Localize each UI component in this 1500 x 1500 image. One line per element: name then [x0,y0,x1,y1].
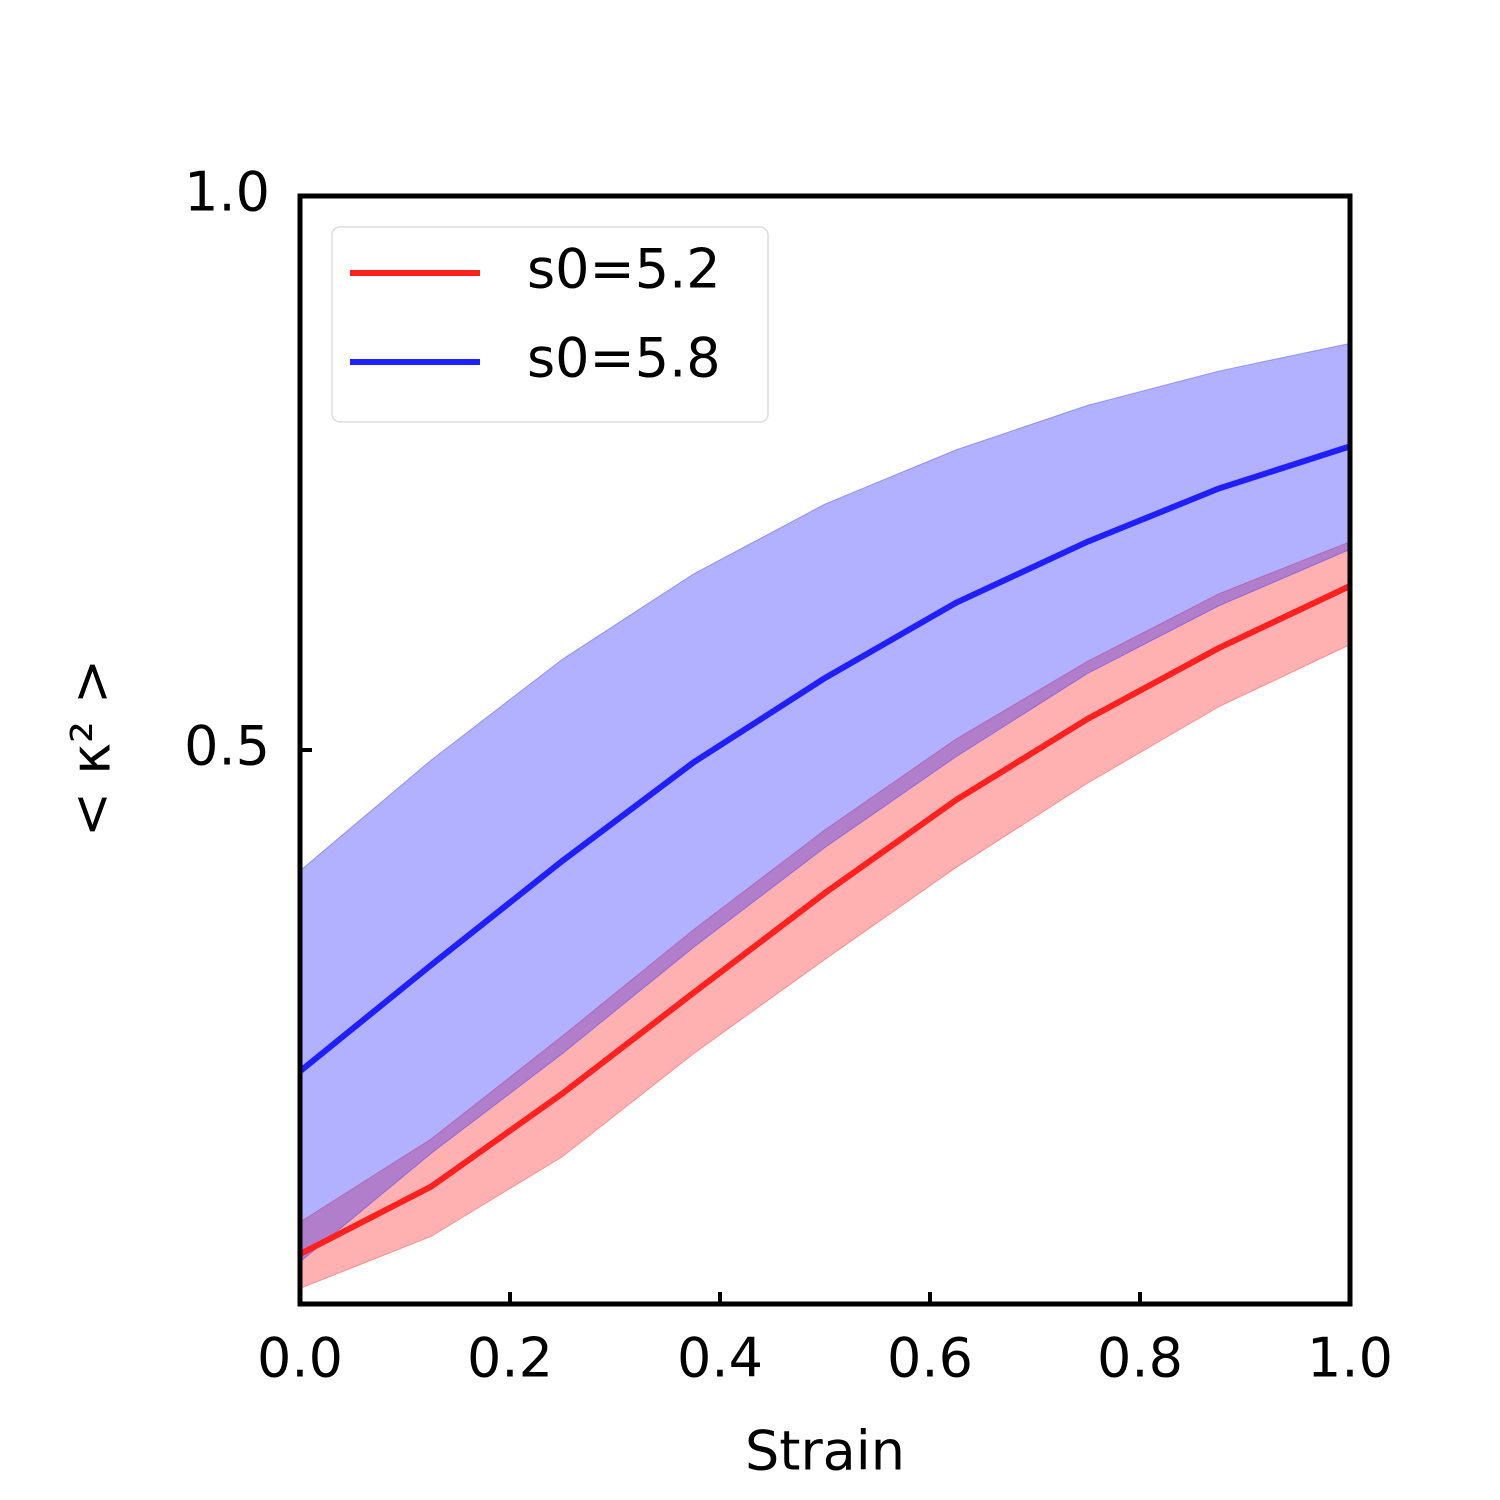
line [298,583,1352,1257]
x-axis-label: Strain [745,1420,905,1483]
x-tick-label: 0.0 [257,1327,343,1390]
line [298,443,1351,1074]
legend-label: s0=5.8 [527,327,721,390]
plot-frame [297,193,1353,1307]
error-band [299,342,1351,1263]
y-tick-label: 1.0 [184,161,270,224]
x-tick-label: 0.2 [467,1327,553,1390]
y-tick-label: 0.5 [184,715,270,778]
x-tick-label: 0.6 [887,1327,973,1390]
x-tick-label: 0.4 [677,1327,763,1390]
y-axis-label: < κ² > [60,659,123,837]
legend-label: s0=5.2 [527,238,721,301]
x-tick-label: 0.8 [1097,1327,1183,1390]
x-tick-label: 1.0 [1307,1327,1393,1390]
